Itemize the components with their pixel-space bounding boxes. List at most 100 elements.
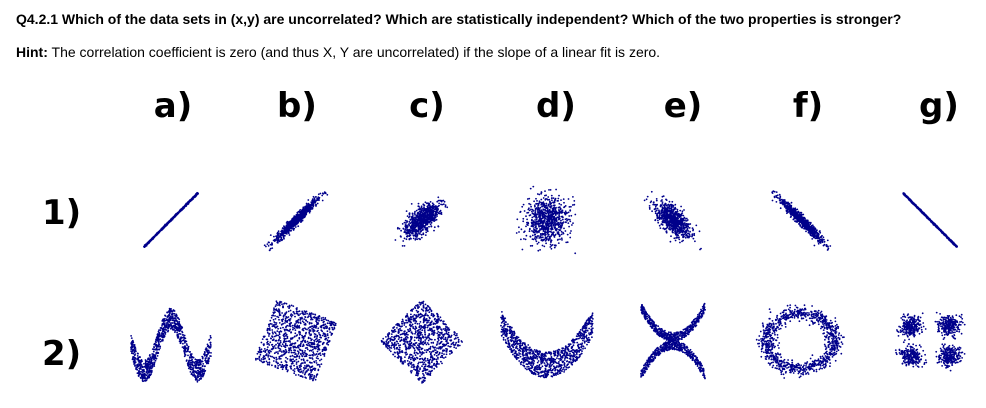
- data-point: [537, 249, 540, 252]
- data-point: [532, 223, 534, 225]
- data-point: [438, 202, 440, 205]
- data-point: [685, 231, 688, 233]
- data-point: [538, 231, 540, 234]
- data-point: [305, 202, 308, 205]
- data-point: [288, 225, 291, 228]
- data-point: [805, 230, 807, 233]
- data-point: [408, 212, 411, 215]
- data-point: [544, 217, 546, 220]
- data-point: [787, 203, 790, 206]
- data-point: [440, 200, 443, 203]
- data-point: [813, 229, 816, 231]
- data-point: [671, 225, 674, 228]
- data-point: [266, 243, 269, 246]
- data-point: [657, 221, 660, 224]
- data-point: [548, 198, 551, 201]
- data-point: [425, 231, 428, 234]
- data-point: [817, 242, 820, 245]
- data-point: [525, 225, 527, 228]
- data-point: [523, 231, 525, 234]
- data-point: [787, 211, 789, 214]
- data-point: [665, 227, 667, 230]
- data-point: [291, 218, 293, 220]
- data-point: [541, 203, 544, 206]
- data-point: [435, 208, 438, 210]
- data-point: [414, 213, 416, 216]
- data-point: [691, 227, 694, 230]
- data-point: [826, 245, 829, 248]
- scatter-plot-1d: [515, 185, 577, 255]
- data-point: [321, 192, 324, 195]
- data-point: [681, 210, 684, 213]
- data-point: [418, 205, 420, 208]
- data-point: [653, 208, 656, 211]
- data-point: [567, 198, 570, 200]
- data-point: [282, 232, 285, 235]
- data-point: [782, 199, 785, 202]
- data-point: [534, 219, 536, 221]
- data-point: [420, 220, 423, 223]
- data-point: [665, 221, 667, 224]
- data-point: [680, 234, 683, 236]
- data-point: [775, 194, 778, 197]
- data-point: [574, 213, 577, 216]
- data-point: [177, 211, 180, 214]
- data-point: [195, 192, 198, 195]
- data-point: [657, 219, 659, 222]
- data-point: [437, 205, 439, 208]
- data-point: [417, 224, 420, 227]
- data-point: [663, 211, 666, 214]
- data-point: [788, 205, 791, 207]
- data-point: [432, 219, 434, 221]
- data-point: [425, 216, 427, 218]
- data-point: [819, 231, 822, 234]
- data-point: [663, 219, 666, 222]
- data-point: [659, 227, 662, 230]
- data-point: [537, 207, 540, 210]
- data-point: [670, 207, 673, 210]
- data-point: [685, 217, 688, 220]
- data-point: [404, 225, 407, 228]
- data-point: [533, 200, 535, 203]
- data-point: [174, 213, 177, 216]
- data-point: [410, 237, 412, 240]
- data-point: [319, 192, 322, 195]
- data-point: [406, 215, 409, 218]
- data-point: [664, 210, 667, 213]
- data-point: [689, 235, 691, 238]
- data-point: [815, 235, 818, 238]
- data-point: [781, 202, 784, 205]
- data-point: [801, 221, 804, 224]
- data-point: [522, 203, 525, 206]
- data-point: [526, 212, 528, 214]
- data-point: [660, 209, 663, 212]
- data-point: [573, 200, 576, 202]
- data-point: [545, 207, 548, 210]
- data-point: [520, 228, 523, 231]
- column-label-d: d): [536, 86, 576, 126]
- data-point: [538, 237, 541, 239]
- data-point: [432, 203, 435, 206]
- data-point: [553, 235, 555, 237]
- data-point: [550, 228, 552, 230]
- data-point: [415, 225, 418, 228]
- data-point: [300, 215, 302, 218]
- data-point: [558, 217, 560, 220]
- data-point: [419, 231, 422, 233]
- data-point: [661, 195, 664, 198]
- data-point: [412, 215, 414, 217]
- data-point: [677, 223, 680, 226]
- data-point: [429, 223, 432, 226]
- data-point: [681, 218, 684, 221]
- data-point: [552, 197, 555, 200]
- data-point: [698, 230, 701, 233]
- data-point: [557, 238, 559, 241]
- data-point: [401, 223, 404, 225]
- data-point: [540, 234, 542, 237]
- data-point: [686, 227, 689, 230]
- data-point: [550, 235, 552, 238]
- data-point: [559, 238, 561, 241]
- data-point: [564, 210, 567, 213]
- data-point: [661, 203, 664, 205]
- data-point: [692, 237, 695, 240]
